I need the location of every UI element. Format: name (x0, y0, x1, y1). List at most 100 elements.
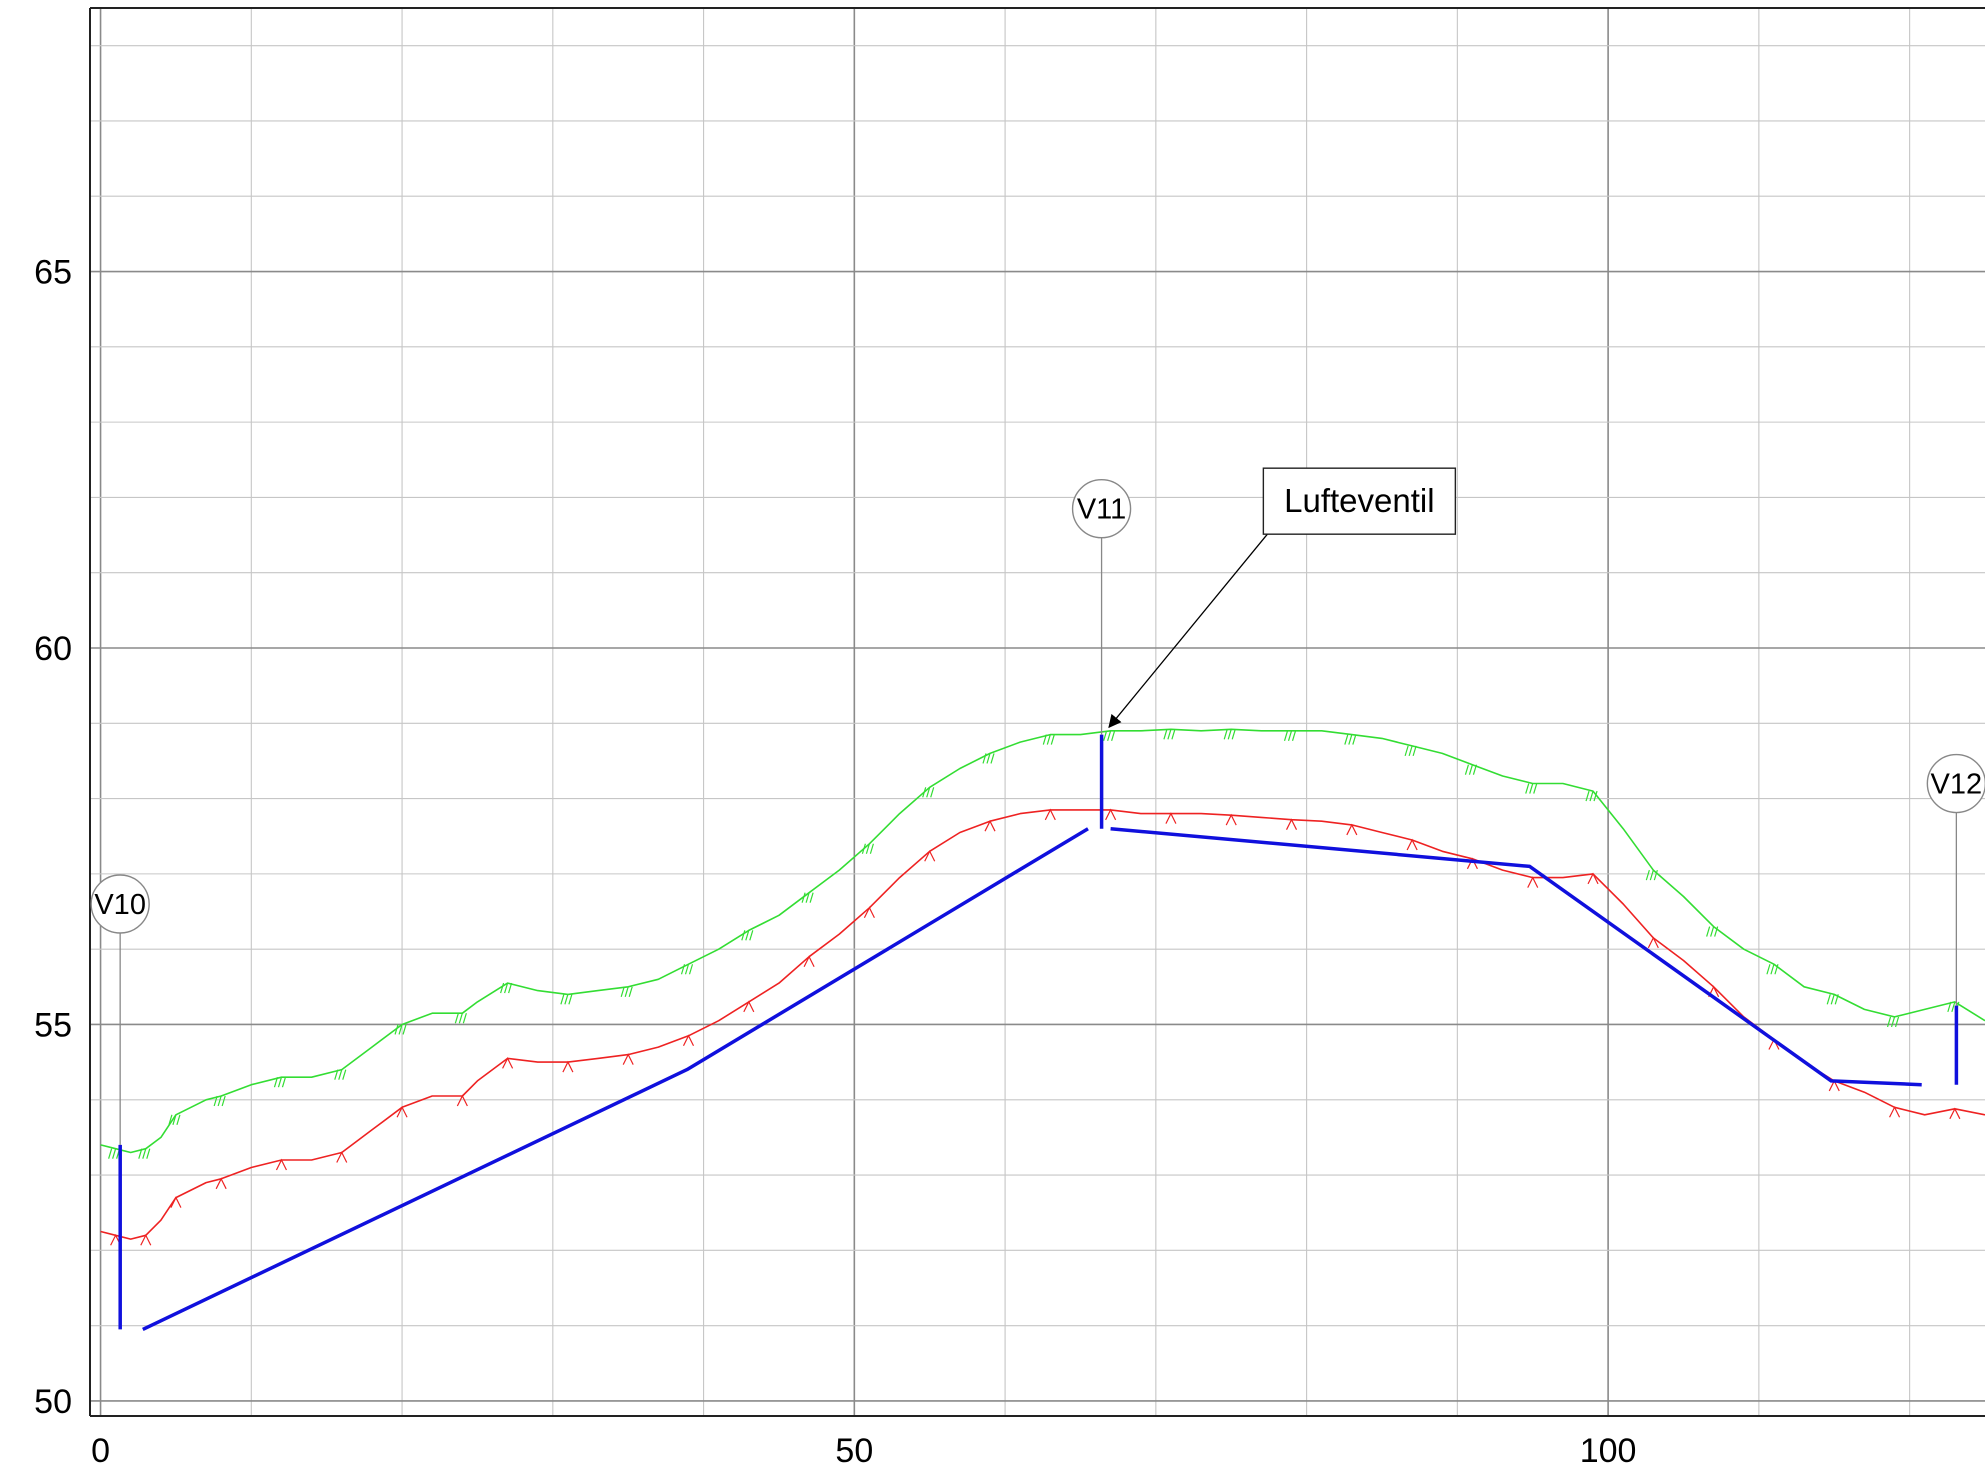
surface-hatch-mark (1826, 994, 1831, 1005)
surface-hatch-mark (1947, 1001, 1952, 1013)
ground-hatch-mark (215, 1177, 227, 1190)
surface-hatch-mark (1348, 734, 1353, 745)
surface-hatch-mark (1653, 869, 1658, 881)
surface-hatch-mark (1766, 964, 1771, 975)
surface-hatch-mark (458, 1013, 463, 1024)
pipe-segment-line (1110, 826, 1922, 1087)
surface-hatch-mark (454, 1013, 459, 1024)
annotations-group: Lufteventil (1108, 467, 1457, 729)
surface-hatch-mark (990, 753, 995, 764)
marker-circle (1926, 753, 1985, 814)
marker-label: V10 (94, 889, 146, 921)
surface-hatch-mark (1589, 790, 1594, 802)
surface-hatch-mark (1894, 1016, 1900, 1028)
series-group (100, 728, 1985, 1331)
surface-hatch-mark (1352, 734, 1357, 745)
surface-hatch-mark (801, 892, 806, 903)
ground-hatch-mark (140, 1233, 152, 1246)
surface-hatch-mark (281, 1077, 287, 1088)
surface-hatch-mark (1287, 730, 1293, 741)
ground-hatch-mark (1044, 808, 1056, 821)
surface-hatch-mark (560, 994, 565, 1005)
surface-hatch-mark (1464, 764, 1470, 775)
ground-hatch-mark (1406, 838, 1418, 851)
surface-hatch-mark (628, 986, 633, 997)
callout-label: Lufteventil (1284, 482, 1434, 519)
surface-hatch-mark (1111, 730, 1116, 741)
ground-hatch-mark (275, 1158, 287, 1171)
surface-hatch-mark (809, 892, 814, 903)
surface-hatch-mark (922, 787, 927, 798)
surface-hatch-mark (504, 982, 509, 994)
marker-circle (90, 874, 150, 934)
axes: 50 55 60 65 0 50 100 (34, 7, 1985, 1470)
surface-hatch-mark (1472, 764, 1478, 775)
surface-hatch-mark (221, 1095, 226, 1107)
surface-hatch-mark (1533, 783, 1538, 794)
surface-hatch-mark (112, 1148, 117, 1159)
ground-hatch-mark (562, 1060, 574, 1073)
surface-hatch-mark (749, 930, 754, 941)
surface-hatch-mark (624, 986, 629, 997)
surface-hatch-mark (1046, 734, 1051, 745)
surface-hatch-mark (146, 1148, 151, 1159)
markers-group: V10 V11 V12 (90, 479, 1985, 1145)
surface-hatch-mark (1050, 734, 1055, 745)
marker-circle (1071, 479, 1132, 539)
x-tick-label: 100 (1580, 1432, 1637, 1470)
surface-hatch-mark (462, 1013, 467, 1024)
ground-hatch-mark (682, 1034, 695, 1047)
ground-hatch-mark (456, 1094, 468, 1107)
ground-hatch-mark (1949, 1107, 1961, 1120)
surface-hatch-mark (334, 1069, 339, 1080)
ground-hatch-mark (396, 1105, 408, 1118)
surface-hatch-mark (805, 892, 810, 903)
ground-hatch-mark (984, 819, 996, 832)
surface-hatch-mark (172, 1114, 177, 1125)
surface-hatch-mark (1167, 729, 1172, 740)
surface-hatch-mark (1171, 729, 1176, 740)
surface-hatch-mark (1714, 926, 1719, 937)
surface-hatch-mark (745, 930, 750, 941)
ground-hatch-mark (743, 1000, 755, 1013)
surface-hatch-mark (338, 1069, 343, 1080)
surface-hatch-mark (1834, 994, 1839, 1005)
ground-hatch-mark (803, 955, 815, 967)
ground-hatch-mark (1346, 823, 1358, 836)
surface-hatch-mark (1283, 730, 1289, 741)
surface-hatch-mark (1770, 964, 1775, 975)
surface-hatch-mark (1774, 964, 1779, 975)
surface-hatch-mark (741, 930, 746, 941)
ground-hatch-mark (1466, 857, 1478, 870)
y-tick-label: 65 (34, 254, 72, 292)
surface-hatch-mark (568, 994, 573, 1005)
surface-hatch-mark (982, 753, 987, 764)
surface-hatch-mark (394, 1024, 399, 1035)
surface-hatch-mark (1585, 790, 1590, 802)
surface-hatch-mark (1645, 869, 1650, 881)
ground-hatch-mark (622, 1053, 634, 1065)
terrain-line-green (100, 728, 1985, 1154)
surface-hatch-mark (926, 787, 931, 798)
y-tick-label: 55 (34, 1006, 72, 1044)
surface-hatch-mark (142, 1148, 147, 1159)
surface-hatch-mark (1412, 745, 1417, 757)
surface-hatch-mark (273, 1077, 279, 1088)
x-tick-label: 0 (91, 1432, 110, 1470)
ground-hatch-mark (1587, 872, 1599, 885)
surface-hatch-mark (1223, 729, 1228, 740)
surface-hatch-mark (564, 994, 569, 1005)
surface-hatch-mark (1593, 790, 1598, 802)
surface-hatch-mark (217, 1095, 222, 1107)
surface-hatch-mark (176, 1114, 181, 1125)
callout-box (1262, 467, 1457, 535)
surface-hatch-mark (620, 986, 625, 997)
surface-hatch-mark (1706, 926, 1711, 937)
ground-hatch-mark (924, 849, 936, 862)
ground-hatch-mark (1889, 1105, 1901, 1118)
pipe-segment-line (142, 827, 1089, 1331)
surface-hatch-mark (342, 1069, 347, 1080)
surface-hatch-mark (1468, 764, 1474, 775)
surface-hatch-mark (986, 753, 991, 764)
ground-hatch-mark (170, 1196, 182, 1208)
